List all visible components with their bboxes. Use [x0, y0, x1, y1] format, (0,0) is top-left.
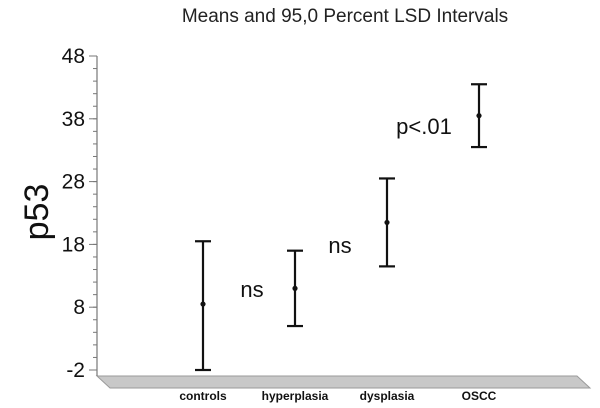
x-tick-label: OSCC: [462, 389, 497, 403]
y-tick-label: -2: [66, 359, 85, 382]
mean-point: [476, 113, 482, 119]
x-tick-label: controls: [179, 389, 227, 403]
mean-point: [200, 301, 206, 307]
y-tick-label: 18: [62, 233, 85, 256]
y-tick-label: 8: [73, 296, 85, 319]
x-tick-label: dysplasia: [360, 389, 415, 403]
chart-title: Means and 95,0 Percent LSD Intervals: [182, 6, 508, 27]
y-axis-ticks: 48 38 28 18 8 -2: [62, 45, 97, 382]
y-tick-label: 38: [62, 108, 85, 131]
y-tick-label: 28: [62, 171, 85, 194]
x-axis-ticks: controls hyperplasia dysplasia OSCC: [179, 389, 496, 403]
significance-label: p<.01: [396, 114, 452, 139]
y-axis-label: p53: [18, 184, 56, 241]
mean-point: [292, 285, 298, 291]
mean-point: [384, 219, 390, 226]
y-tick-label: 48: [62, 45, 85, 68]
significance-label: ns: [240, 277, 263, 302]
significance-annotations: ns ns p<.01: [240, 114, 451, 302]
x-tick-label: hyperplasia: [262, 389, 329, 403]
x-axis-floor: [95, 375, 592, 389]
interval-series: [195, 83, 487, 372]
significance-label: ns: [328, 233, 351, 258]
